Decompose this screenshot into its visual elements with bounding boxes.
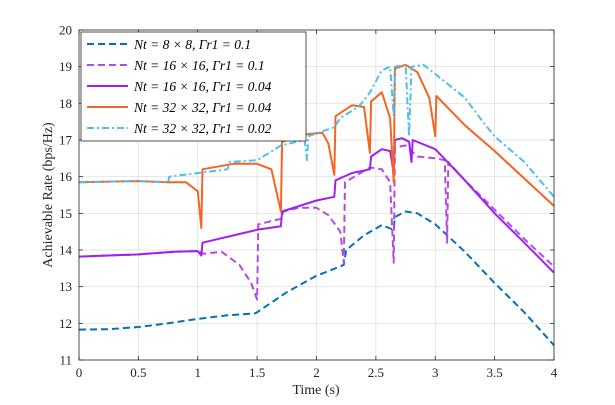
y-tick-label: 17 (59, 133, 73, 148)
x-tick-label: 1 (195, 365, 202, 380)
series-line-1 (78, 210, 555, 346)
series-line-2 (78, 144, 555, 301)
y-tick-label: 19 (59, 59, 72, 74)
legend-label-4: Nt = 32 × 32, Γr1 = 0.04 (133, 100, 272, 115)
y-tick-label: 20 (59, 23, 72, 38)
series-line-3 (78, 137, 555, 274)
plot-area (78, 63, 555, 346)
y-axis-label: Achievable Rate (bps/Hz) (41, 122, 56, 268)
y-tick-label: 13 (59, 279, 72, 294)
x-tick-label: 3.5 (487, 365, 503, 380)
y-tick-label: 11 (59, 353, 72, 368)
x-tick-label: 0 (76, 365, 83, 380)
x-tick-label: 0.5 (130, 365, 146, 380)
x-tick-label: 2 (313, 365, 320, 380)
x-tick-label: 1.5 (249, 365, 265, 380)
y-tick-label: 15 (59, 206, 72, 221)
x-tick-labels: 0 0.5 1 1.5 2 2.5 3 3.5 4 (76, 365, 558, 380)
y-tick-labels: 11 12 13 14 15 16 17 18 19 20 (59, 23, 73, 368)
x-tick-label: 4 (551, 365, 558, 380)
legend-label-1: Nt = 8 × 8, Γr1 = 0.1 (133, 37, 251, 52)
legend: Nt = 8 × 8, Γr1 = 0.1 Nt = 16 × 16, Γr1 =… (80, 31, 307, 142)
y-tick-label: 18 (59, 96, 72, 111)
x-axis-label: Time (s) (292, 383, 340, 398)
y-tick-label: 14 (59, 243, 73, 258)
legend-label-2: Nt = 16 × 16, Γr1 = 0.1 (133, 58, 265, 73)
y-tick-label: 16 (59, 169, 73, 184)
x-tick-label: 3 (432, 365, 439, 380)
x-tick-label: 2.5 (368, 365, 384, 380)
series-line-4 (78, 63, 555, 229)
legend-label-3: Nt = 16 × 16, Γr1 = 0.04 (133, 79, 272, 94)
y-tick-label: 12 (59, 316, 72, 331)
legend-label-5: Nt = 32 × 32, Γr1 = 0.02 (133, 121, 272, 136)
series-line-5 (78, 63, 555, 198)
